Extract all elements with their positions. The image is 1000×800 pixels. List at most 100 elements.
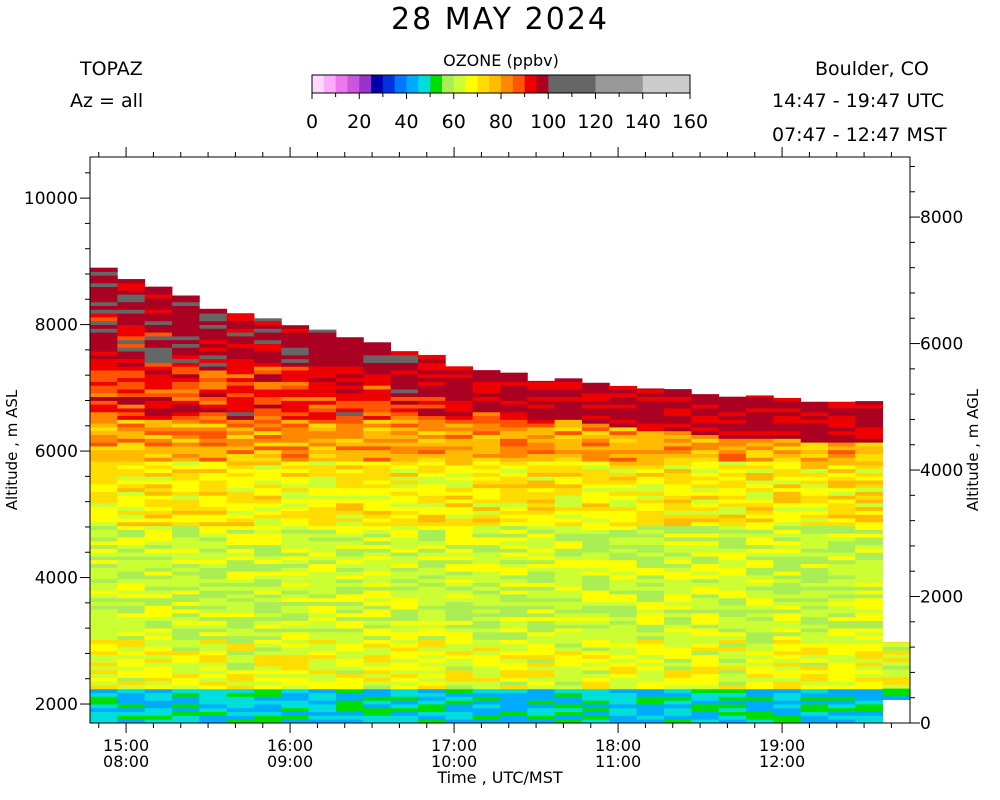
heatmap-cell <box>418 662 446 667</box>
heatmap-cell <box>281 681 310 686</box>
heatmap-cell <box>746 552 774 557</box>
heatmap-cell <box>691 510 720 515</box>
heatmap-cell <box>363 696 392 701</box>
heatmap-cell <box>855 438 884 443</box>
heatmap-cell <box>527 400 556 405</box>
heatmap-cell <box>527 704 556 709</box>
heatmap-cell <box>254 392 282 398</box>
heatmap-cell <box>363 677 392 682</box>
heatmap-cell <box>226 408 255 413</box>
heatmap-cell <box>144 480 173 485</box>
heatmap-cell <box>500 719 528 724</box>
heatmap-cell <box>582 423 610 428</box>
heatmap-cell <box>144 298 173 303</box>
heatmap-cell <box>281 358 310 363</box>
heatmap-cell <box>800 461 829 466</box>
heatmap-cell <box>691 464 720 470</box>
heatmap-cell <box>500 612 528 618</box>
heatmap-cell <box>882 673 911 678</box>
heatmap-cell <box>336 366 364 371</box>
heatmap-cell <box>308 605 337 610</box>
heatmap-cell <box>281 571 310 576</box>
colorbar-segment <box>347 75 360 93</box>
heatmap-cell <box>281 446 310 451</box>
heatmap-cell <box>90 601 118 606</box>
heatmap-cell <box>117 510 146 515</box>
heatmap-cell <box>90 586 118 591</box>
heatmap-cell <box>144 453 173 458</box>
heatmap-cell <box>281 480 310 485</box>
heatmap-cell <box>336 533 364 538</box>
heatmap-cell <box>281 343 310 348</box>
heatmap-cell <box>418 552 446 557</box>
heatmap-cell <box>664 461 692 466</box>
heatmap-cell <box>336 415 364 420</box>
heatmap-cell <box>746 491 774 496</box>
heatmap-cell <box>117 654 146 659</box>
heatmap-cell <box>117 700 146 705</box>
heatmap-cell <box>199 499 228 504</box>
heatmap-cell <box>500 453 528 458</box>
heatmap-cell <box>363 647 392 652</box>
heatmap-cell <box>281 377 310 382</box>
heatmap-cell <box>336 396 364 401</box>
heatmap-cell <box>90 719 118 724</box>
heatmap-cell <box>90 419 118 424</box>
heatmap-cell <box>226 696 255 701</box>
heatmap-cell <box>90 499 118 504</box>
heatmap-cell <box>527 575 556 580</box>
heatmap-cell <box>363 362 392 367</box>
heatmap-cell <box>199 514 228 519</box>
heatmap-cell <box>691 400 720 405</box>
heatmap-cell <box>664 681 692 686</box>
heatmap-cell <box>773 677 802 682</box>
heatmap-cell <box>527 438 556 443</box>
heatmap-cell <box>582 559 610 565</box>
heatmap-cell <box>527 552 556 557</box>
heatmap-cell <box>418 628 446 633</box>
heatmap-cell <box>144 537 173 542</box>
heatmap-cell <box>746 415 774 420</box>
heatmap-cell <box>226 362 255 367</box>
heatmap-cell <box>172 696 200 701</box>
heatmap-cell <box>363 559 392 565</box>
heatmap-cell <box>390 442 419 447</box>
heatmap-cell <box>390 704 419 709</box>
heatmap-cell <box>472 385 501 390</box>
heatmap-cell <box>90 335 118 341</box>
heatmap-cell <box>636 704 665 709</box>
heatmap-cell <box>445 525 474 530</box>
heatmap-cell <box>445 495 474 500</box>
heatmap-cell <box>636 476 665 481</box>
heatmap-cell <box>90 427 118 432</box>
heatmap-cell <box>390 624 419 629</box>
heatmap-cell <box>226 597 255 602</box>
heatmap-cell <box>554 495 583 500</box>
heatmap-cell <box>691 711 720 716</box>
heatmap-cell <box>199 370 228 375</box>
heatmap-cell <box>226 662 255 667</box>
heatmap-cell <box>172 449 200 454</box>
heatmap-cell <box>636 631 665 637</box>
heatmap-cell <box>254 537 282 542</box>
heatmap-cell <box>445 483 474 489</box>
heatmap-cell <box>773 685 802 690</box>
heatmap-cell <box>281 658 310 663</box>
heatmap-cell <box>609 491 638 496</box>
heatmap-cell <box>445 518 474 523</box>
heatmap-cell <box>445 521 474 527</box>
heatmap-cell <box>90 480 118 485</box>
heatmap-cell <box>390 464 419 470</box>
heatmap-cell <box>500 700 528 705</box>
heatmap-cell <box>636 662 665 667</box>
heatmap-cell <box>90 711 118 716</box>
heatmap-cell <box>363 377 392 382</box>
heatmap-cell <box>418 677 446 682</box>
heatmap-cell <box>554 411 583 417</box>
heatmap-cell <box>90 567 118 572</box>
heatmap-cell <box>172 518 200 523</box>
heatmap-cell <box>390 719 419 724</box>
heatmap-cell <box>254 658 282 663</box>
heatmap-cell <box>254 597 282 602</box>
heatmap-cell <box>117 324 146 329</box>
